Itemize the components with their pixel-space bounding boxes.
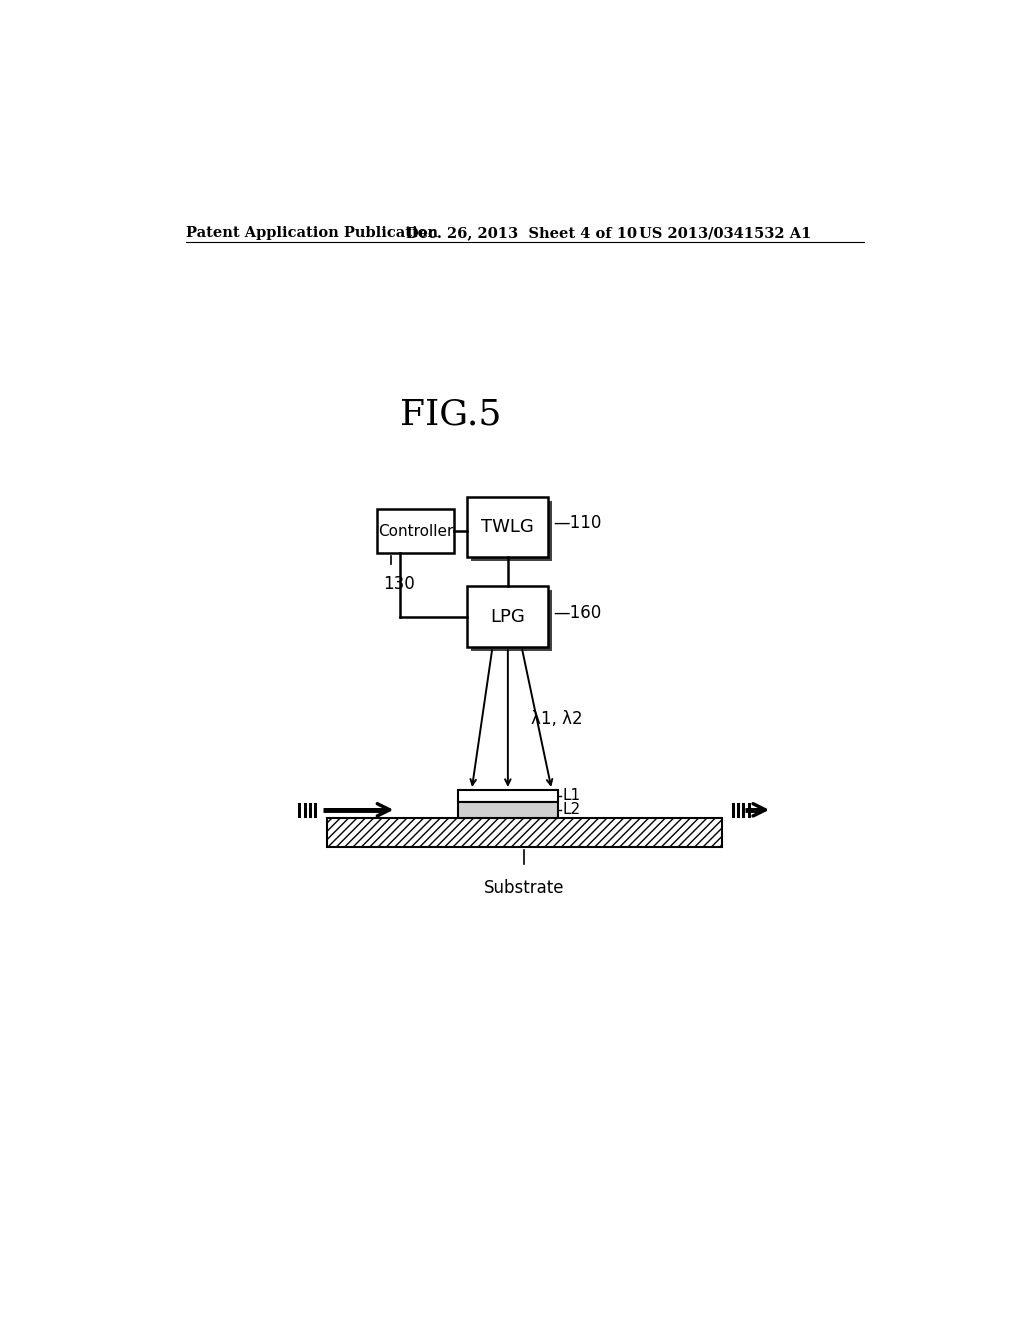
Text: 130: 130	[383, 576, 415, 593]
Text: LPG: LPG	[490, 607, 525, 626]
Bar	[471, 590, 552, 651]
Bar	[458, 789, 558, 803]
Text: λ1, λ2: λ1, λ2	[531, 710, 583, 727]
Text: —110: —110	[553, 515, 601, 532]
Text: L2: L2	[562, 803, 581, 817]
Text: —160: —160	[553, 603, 601, 622]
Bar	[327, 817, 722, 847]
Text: Substrate: Substrate	[484, 879, 564, 898]
Text: Dec. 26, 2013  Sheet 4 of 10: Dec. 26, 2013 Sheet 4 of 10	[407, 226, 637, 240]
Text: L1: L1	[562, 788, 581, 804]
Bar	[471, 502, 552, 561]
Text: Patent Application Publication: Patent Application Publication	[186, 226, 438, 240]
Bar	[458, 803, 558, 817]
Text: US 2013/0341532 A1: US 2013/0341532 A1	[639, 226, 811, 240]
Text: FIG.5: FIG.5	[400, 397, 502, 432]
Bar	[467, 586, 548, 647]
Text: Controller: Controller	[378, 524, 454, 539]
Bar	[467, 498, 548, 557]
Bar	[377, 508, 454, 553]
Text: TWLG: TWLG	[481, 519, 535, 536]
